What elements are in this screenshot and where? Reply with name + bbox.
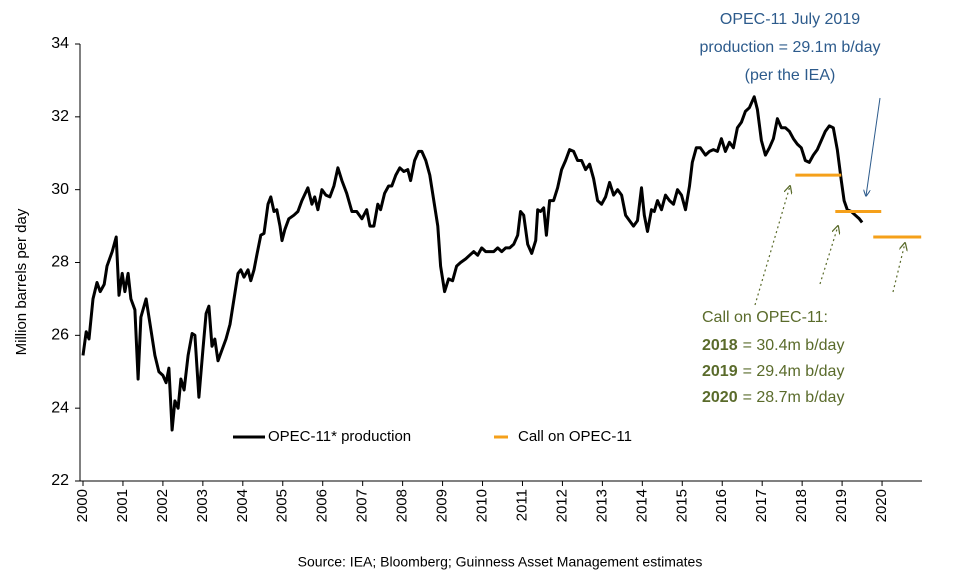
call-year: 2019 bbox=[702, 363, 738, 380]
legend-label: OPEC-11* production bbox=[268, 428, 411, 445]
y-tick-label: 34 bbox=[51, 35, 69, 52]
call-value: = 28.7m b/day bbox=[743, 389, 845, 406]
x-tick-label: 2013 bbox=[593, 489, 610, 522]
y-tick-label: 22 bbox=[51, 472, 69, 489]
x-tick-label: 2002 bbox=[154, 489, 171, 522]
call-arrow bbox=[892, 243, 905, 293]
y-tick-label: 24 bbox=[51, 399, 69, 416]
x-tick-label: 2009 bbox=[434, 489, 451, 522]
call-line: 2020 = 28.7m b/day bbox=[702, 389, 844, 406]
call-arrow bbox=[819, 226, 838, 285]
x-tick-label: 2014 bbox=[633, 489, 650, 522]
call-year: 2018 bbox=[702, 337, 738, 354]
note-line: production = 29.1m b/day bbox=[699, 39, 880, 56]
call-line: 2018 = 30.4m b/day bbox=[702, 337, 844, 354]
y-tick-label: 26 bbox=[51, 327, 69, 344]
x-tick-label: 2011 bbox=[513, 489, 530, 521]
call-year: 2020 bbox=[702, 389, 738, 406]
note-arrow bbox=[866, 97, 881, 196]
call-value: = 29.4m b/day bbox=[743, 363, 845, 380]
x-tick-label: 2000 bbox=[74, 489, 91, 522]
note-line: OPEC-11 July 2019 bbox=[720, 11, 860, 28]
production-line bbox=[81, 95, 864, 432]
call-heading: Call on OPEC-11: bbox=[702, 309, 828, 326]
note-line: (per the IEA) bbox=[745, 67, 836, 84]
x-tick-label: 2017 bbox=[753, 489, 770, 522]
call-arrow bbox=[754, 186, 790, 306]
call-line: 2019 = 29.4m b/day bbox=[702, 363, 844, 380]
x-tick-label: 2005 bbox=[274, 489, 291, 522]
x-tick-label: 2012 bbox=[553, 489, 570, 522]
y-axis-label: Million barrels per day bbox=[13, 208, 30, 355]
x-tick-label: 2008 bbox=[394, 489, 411, 522]
x-tick-label: 2001 bbox=[114, 489, 131, 522]
x-tick-label: 2015 bbox=[673, 489, 690, 522]
x-tick-label: 2018 bbox=[793, 489, 810, 522]
source: Source: IEA; Bloomberg; Guinness Asset M… bbox=[298, 554, 703, 570]
x-tick-label: 2006 bbox=[314, 489, 331, 522]
x-tick-label: 2007 bbox=[354, 489, 371, 522]
y-tick-label: 32 bbox=[51, 108, 69, 125]
x-tick-label: 2004 bbox=[234, 489, 251, 522]
x-tick-label: 2003 bbox=[194, 489, 211, 522]
y-tick-label: 30 bbox=[51, 181, 69, 198]
x-tick-label: 2010 bbox=[473, 489, 490, 522]
call-value: = 30.4m b/day bbox=[743, 337, 845, 354]
x-tick-label: 2020 bbox=[873, 489, 890, 522]
legend-label: Call on OPEC-11 bbox=[518, 428, 632, 445]
x-tick-label: 2016 bbox=[713, 489, 730, 522]
x-tick-label: 2019 bbox=[833, 489, 850, 522]
y-tick-label: 28 bbox=[51, 254, 69, 271]
